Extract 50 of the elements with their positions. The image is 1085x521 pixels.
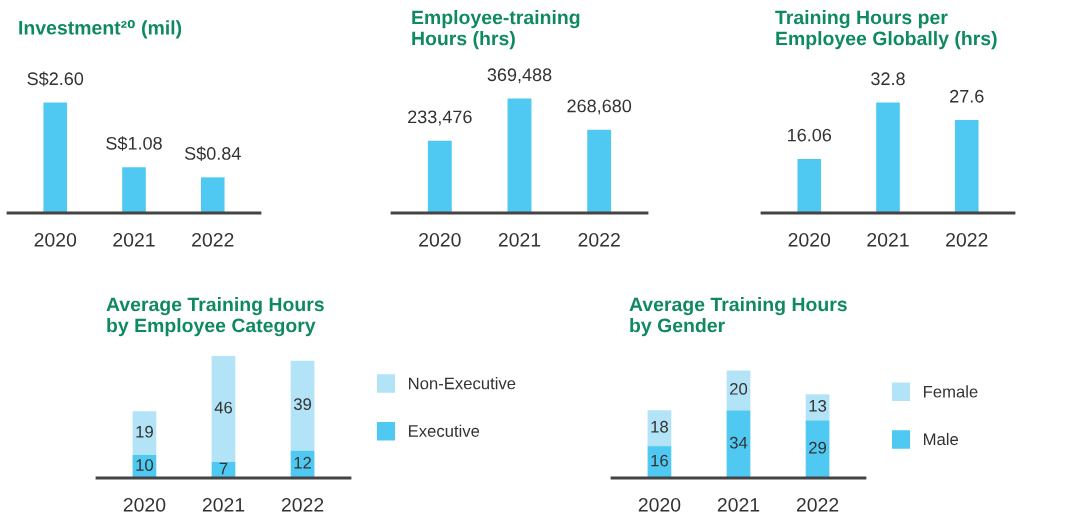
data-label: S$1.08 bbox=[106, 136, 162, 151]
data-label: 34 bbox=[729, 436, 748, 449]
chart-title: Training Hours per Employee Globally (hrs) bbox=[775, 10, 997, 50]
data-label: 12 bbox=[294, 456, 311, 469]
data-label: 46 bbox=[214, 401, 233, 414]
data-label: 10 bbox=[136, 459, 154, 471]
data-label: 20 bbox=[730, 382, 748, 395]
x-tick-label: 2021 bbox=[867, 232, 909, 247]
chart-title: Average Training Hours by Employee Category bbox=[106, 297, 324, 337]
chart-title: Employee-training Hours (hrs) bbox=[412, 10, 580, 50]
bar bbox=[132, 411, 157, 455]
x-tick-label: 2022 bbox=[192, 232, 234, 247]
data-label: 18 bbox=[651, 420, 668, 433]
data-label: 16 bbox=[651, 454, 668, 467]
data-label: 29 bbox=[809, 441, 827, 454]
x-tick-label: 2021 bbox=[498, 232, 541, 247]
bar bbox=[726, 410, 751, 478]
data-label: 13 bbox=[809, 399, 827, 412]
data-label: 233,476 bbox=[408, 110, 472, 126]
data-label: 39 bbox=[293, 398, 312, 411]
data-label: 27.6 bbox=[950, 89, 984, 103]
x-tick-label: 2021 bbox=[717, 497, 760, 512]
x-tick-label: 2020 bbox=[34, 232, 77, 247]
data-label: 16.06 bbox=[788, 128, 832, 142]
data-label: 19 bbox=[136, 425, 153, 438]
x-tick-label: 2020 bbox=[419, 232, 461, 247]
data-label: S$0.84 bbox=[184, 146, 241, 161]
data-label: 7 bbox=[219, 462, 228, 475]
x-tick-label: 2022 bbox=[796, 497, 839, 512]
bar bbox=[211, 356, 236, 462]
legend-label: Executive bbox=[409, 424, 480, 437]
bar bbox=[805, 420, 830, 478]
x-tick-label: 2020 bbox=[638, 497, 681, 512]
legend-label: Non-Executive bbox=[409, 377, 516, 390]
legend-label: Male bbox=[924, 432, 959, 446]
data-label: 268,680 bbox=[567, 99, 632, 115]
data-label: 32.8 bbox=[871, 72, 905, 86]
bar bbox=[290, 360, 315, 451]
legend-label: Female bbox=[924, 385, 978, 398]
x-tick-label: 2022 bbox=[946, 232, 988, 247]
x-tick-label: 2022 bbox=[281, 497, 324, 512]
x-tick-label: 2022 bbox=[578, 232, 620, 247]
chart-title: Average Training Hours by Gender bbox=[629, 297, 847, 337]
x-tick-label: 2020 bbox=[788, 232, 831, 247]
x-tick-label: 2020 bbox=[123, 497, 166, 512]
data-label: 369,488 bbox=[487, 68, 552, 84]
x-tick-label: 2021 bbox=[202, 497, 245, 512]
data-label: S$2.60 bbox=[27, 71, 84, 87]
chart-title: Investment²⁰ (mil) bbox=[19, 20, 182, 39]
x-tick-label: 2021 bbox=[113, 232, 155, 247]
